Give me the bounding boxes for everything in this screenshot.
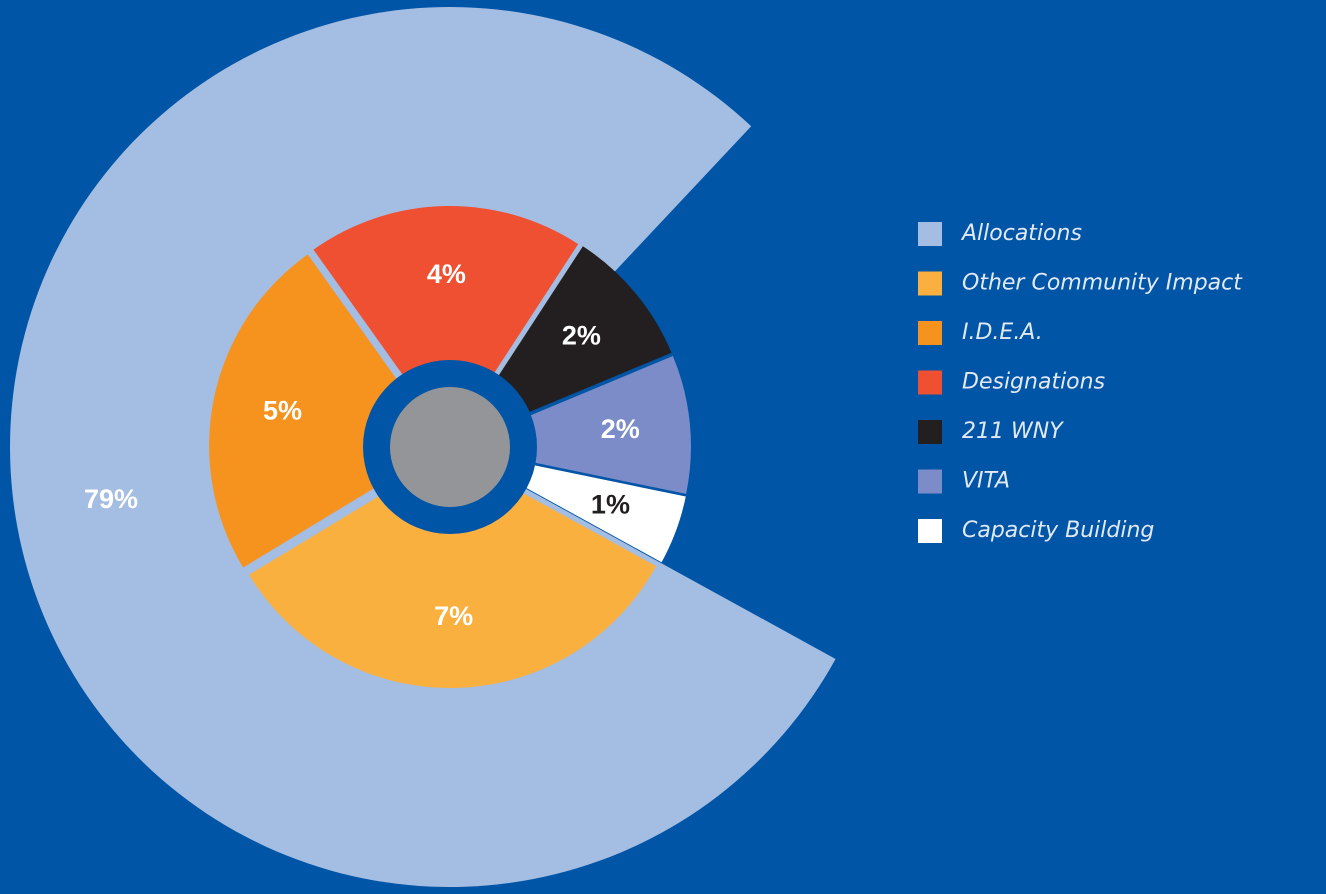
value-label: 7%	[434, 601, 473, 631]
center-disc	[390, 387, 510, 507]
legend: Allocations Other Community Impact I.D.E.A…	[918, 221, 1243, 543]
legend-label: Allocations	[960, 221, 1082, 246]
legend-label: I.D.E.A.	[962, 320, 1043, 345]
legend-swatch	[918, 271, 942, 296]
legend-label: VITA	[962, 469, 1010, 494]
pie-slice	[249, 452, 657, 688]
labels: 79% 7% 5% 4% 2% 2% 1%	[84, 259, 640, 631]
legend-label: Designations	[962, 370, 1105, 395]
legend-swatch	[918, 420, 942, 444]
legend-swatch	[918, 519, 942, 543]
pie-slice	[313, 206, 579, 442]
value-label: 1%	[591, 489, 630, 519]
legend-swatch	[918, 222, 942, 246]
value-label: 4%	[427, 259, 466, 289]
value-label: 2%	[562, 321, 601, 351]
legend-label: Other Community Impact	[962, 271, 1243, 296]
legend-label: 211 WNY	[962, 419, 1064, 444]
value-label: 5%	[263, 396, 302, 426]
legend-swatch	[918, 321, 942, 345]
legend-label: Capacity Building	[962, 518, 1154, 543]
pie-slice	[209, 254, 445, 568]
legend-swatch	[918, 469, 942, 494]
value-label: 2%	[601, 414, 640, 444]
value-label: 79%	[84, 484, 138, 514]
pie-slice	[455, 356, 691, 494]
legend-swatch	[918, 370, 942, 395]
